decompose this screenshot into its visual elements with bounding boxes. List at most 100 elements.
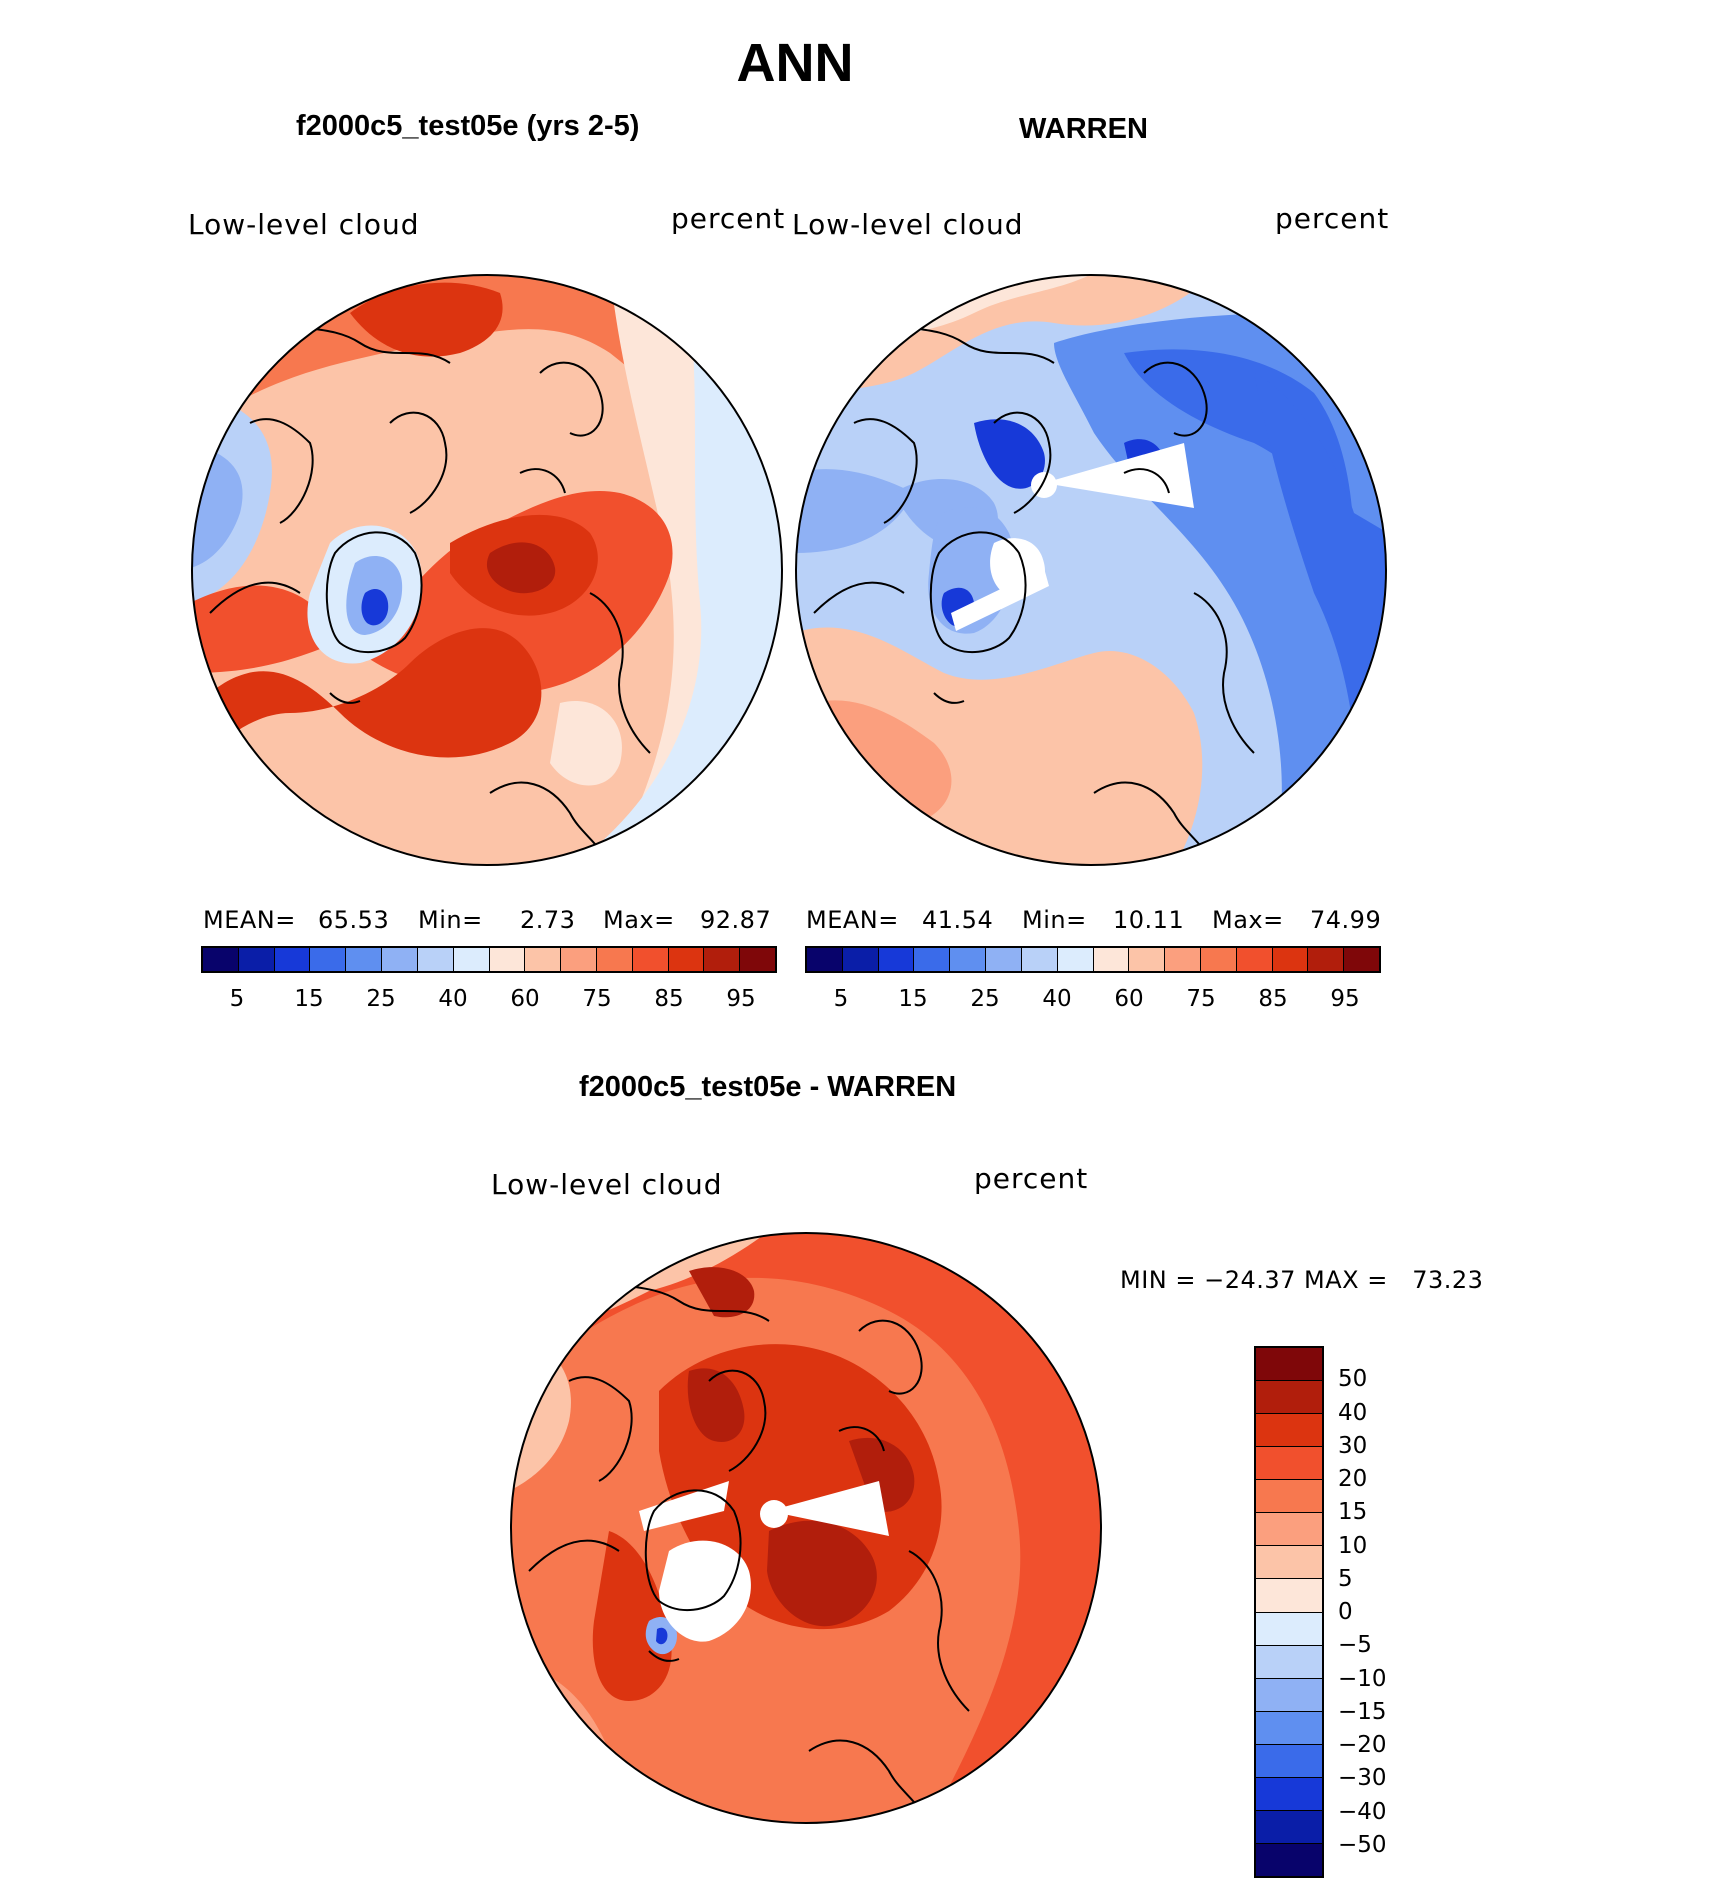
colorbar-swatch bbox=[1200, 948, 1237, 971]
left-colorbar bbox=[201, 946, 777, 973]
colorbar-swatch bbox=[1344, 948, 1379, 971]
colorbar-swatch bbox=[1057, 948, 1094, 971]
colorbar-swatch bbox=[1256, 1447, 1322, 1481]
colorbar-swatch bbox=[1256, 1513, 1322, 1547]
colorbar-swatch bbox=[1256, 1711, 1322, 1745]
left-mean-value: 65.53 bbox=[318, 906, 390, 934]
colorbar-tick-label: 95 bbox=[1330, 986, 1360, 1012]
colorbar-tick-label: 75 bbox=[582, 986, 612, 1012]
colorbar-swatch bbox=[525, 948, 562, 971]
colorbar-swatch bbox=[346, 948, 383, 971]
colorbar-swatch bbox=[1256, 1480, 1322, 1514]
colorbar-tick-label: 40 bbox=[438, 986, 468, 1012]
right-units-label: percent bbox=[1275, 202, 1390, 235]
left-panel-title: f2000c5_test05e (yrs 2-5) bbox=[296, 110, 640, 142]
colorbar-swatch bbox=[632, 948, 669, 971]
colorbar-swatch bbox=[1272, 948, 1309, 971]
right-colorbar bbox=[805, 946, 1381, 973]
colorbar-swatch bbox=[668, 948, 705, 971]
right-min-value: 10.11 bbox=[1113, 906, 1185, 934]
colorbar-swatch bbox=[1256, 1777, 1322, 1811]
colorbar-swatch bbox=[842, 948, 879, 971]
right-mean-value: 41.54 bbox=[922, 906, 994, 934]
colorbar-tick-label: 75 bbox=[1186, 986, 1216, 1012]
colorbar-tick-label: 50 bbox=[1338, 1366, 1368, 1393]
colorbar-swatch bbox=[1256, 1414, 1322, 1448]
colorbar-swatch bbox=[1256, 1546, 1322, 1580]
colorbar-tick-label: −15 bbox=[1338, 1698, 1387, 1725]
colorbar-swatch bbox=[310, 948, 347, 971]
colorbar-tick-label: 5 bbox=[833, 986, 849, 1012]
right-max-label: Max= bbox=[1212, 906, 1284, 934]
colorbar-swatch bbox=[382, 948, 418, 971]
colorbar-swatch bbox=[1256, 1348, 1322, 1382]
diff-panel-title: f2000c5_test05e - WARREN bbox=[579, 1071, 957, 1103]
colorbar-tick-label: 30 bbox=[1338, 1432, 1368, 1459]
right-max-value: 74.99 bbox=[1310, 906, 1382, 934]
colorbar-swatch bbox=[274, 948, 311, 971]
colorbar-swatch bbox=[203, 948, 239, 971]
right-panel-title: WARREN bbox=[1019, 113, 1148, 145]
right-colorbar-ticks: 5 15 25 40 60 75 85 95 bbox=[805, 986, 1381, 1016]
colorbar-tick-label: 20 bbox=[1338, 1466, 1368, 1492]
colorbar-tick-label: 25 bbox=[970, 986, 1000, 1012]
colorbar-tick-label: 60 bbox=[510, 986, 540, 1012]
left-polar-map bbox=[190, 273, 784, 867]
colorbar-tick-label: 10 bbox=[1338, 1532, 1368, 1559]
colorbar-swatch bbox=[950, 948, 987, 971]
right-min-label: Min= bbox=[1022, 906, 1087, 934]
colorbar-tick-label: 85 bbox=[1258, 986, 1288, 1012]
colorbar-tick-label: −50 bbox=[1338, 1831, 1387, 1858]
colorbar-tick-label: 5 bbox=[1338, 1565, 1353, 1592]
colorbar-tick-label: 85 bbox=[654, 986, 684, 1012]
colorbar-swatch bbox=[1308, 948, 1345, 971]
diff-colorbar bbox=[1254, 1346, 1324, 1878]
diff-units-label: percent bbox=[974, 1162, 1089, 1195]
colorbar-swatch bbox=[489, 948, 526, 971]
colorbar-swatch bbox=[986, 948, 1022, 971]
colorbar-tick-label: −10 bbox=[1338, 1665, 1387, 1692]
colorbar-swatch bbox=[1256, 1645, 1322, 1679]
left-mean-label: MEAN= bbox=[203, 906, 296, 934]
colorbar-tick-label: −20 bbox=[1338, 1732, 1387, 1758]
left-max-value: 92.87 bbox=[700, 906, 772, 934]
left-max-label: Max= bbox=[603, 906, 675, 934]
left-variable-label: Low-level cloud bbox=[188, 208, 420, 241]
colorbar-swatch bbox=[1256, 1678, 1322, 1712]
colorbar-swatch bbox=[1256, 1810, 1322, 1844]
colorbar-tick-label: −5 bbox=[1338, 1632, 1372, 1659]
colorbar-swatch bbox=[1165, 948, 1201, 971]
colorbar-swatch bbox=[1021, 948, 1058, 971]
left-colorbar-ticks: 5 15 25 40 60 75 85 95 bbox=[201, 986, 777, 1016]
colorbar-tick-label: 0 bbox=[1338, 1599, 1353, 1625]
left-min-value: 2.73 bbox=[520, 906, 576, 934]
colorbar-tick-label: 15 bbox=[1338, 1499, 1368, 1526]
colorbar-tick-label: 25 bbox=[366, 986, 396, 1012]
colorbar-swatch bbox=[704, 948, 741, 971]
colorbar-swatch bbox=[1129, 948, 1166, 971]
right-mean-label: MEAN= bbox=[806, 906, 899, 934]
colorbar-swatch bbox=[1256, 1381, 1322, 1415]
right-polar-map bbox=[794, 273, 1388, 867]
colorbar-swatch bbox=[453, 948, 490, 971]
colorbar-swatch bbox=[238, 948, 275, 971]
colorbar-swatch bbox=[1256, 1612, 1322, 1646]
colorbar-swatch bbox=[1093, 948, 1130, 971]
colorbar-tick-label: 95 bbox=[726, 986, 756, 1012]
colorbar-tick-label: 15 bbox=[898, 986, 928, 1012]
diff-min-max: MIN = −24.37 MAX = 73.23 bbox=[1120, 1266, 1484, 1294]
colorbar-swatch bbox=[1256, 1744, 1322, 1778]
colorbar-tick-label: 15 bbox=[294, 986, 324, 1012]
diff-variable-label: Low-level cloud bbox=[491, 1168, 723, 1201]
left-units-label: percent bbox=[671, 202, 786, 235]
colorbar-swatch bbox=[740, 948, 775, 971]
colorbar-swatch bbox=[1236, 948, 1273, 971]
colorbar-swatch bbox=[1256, 1843, 1322, 1876]
colorbar-tick-label: 5 bbox=[229, 986, 245, 1012]
colorbar-tick-label: −30 bbox=[1338, 1765, 1387, 1792]
diff-colorbar-ticks: 50 40 30 20 15 10 5 0 −5 −10 −15 −20 −30 −40 −50 bbox=[1338, 1346, 1418, 1878]
colorbar-swatch bbox=[417, 948, 454, 971]
colorbar-swatch bbox=[878, 948, 915, 971]
page-title: ANN bbox=[736, 33, 854, 93]
colorbar-swatch bbox=[914, 948, 951, 971]
